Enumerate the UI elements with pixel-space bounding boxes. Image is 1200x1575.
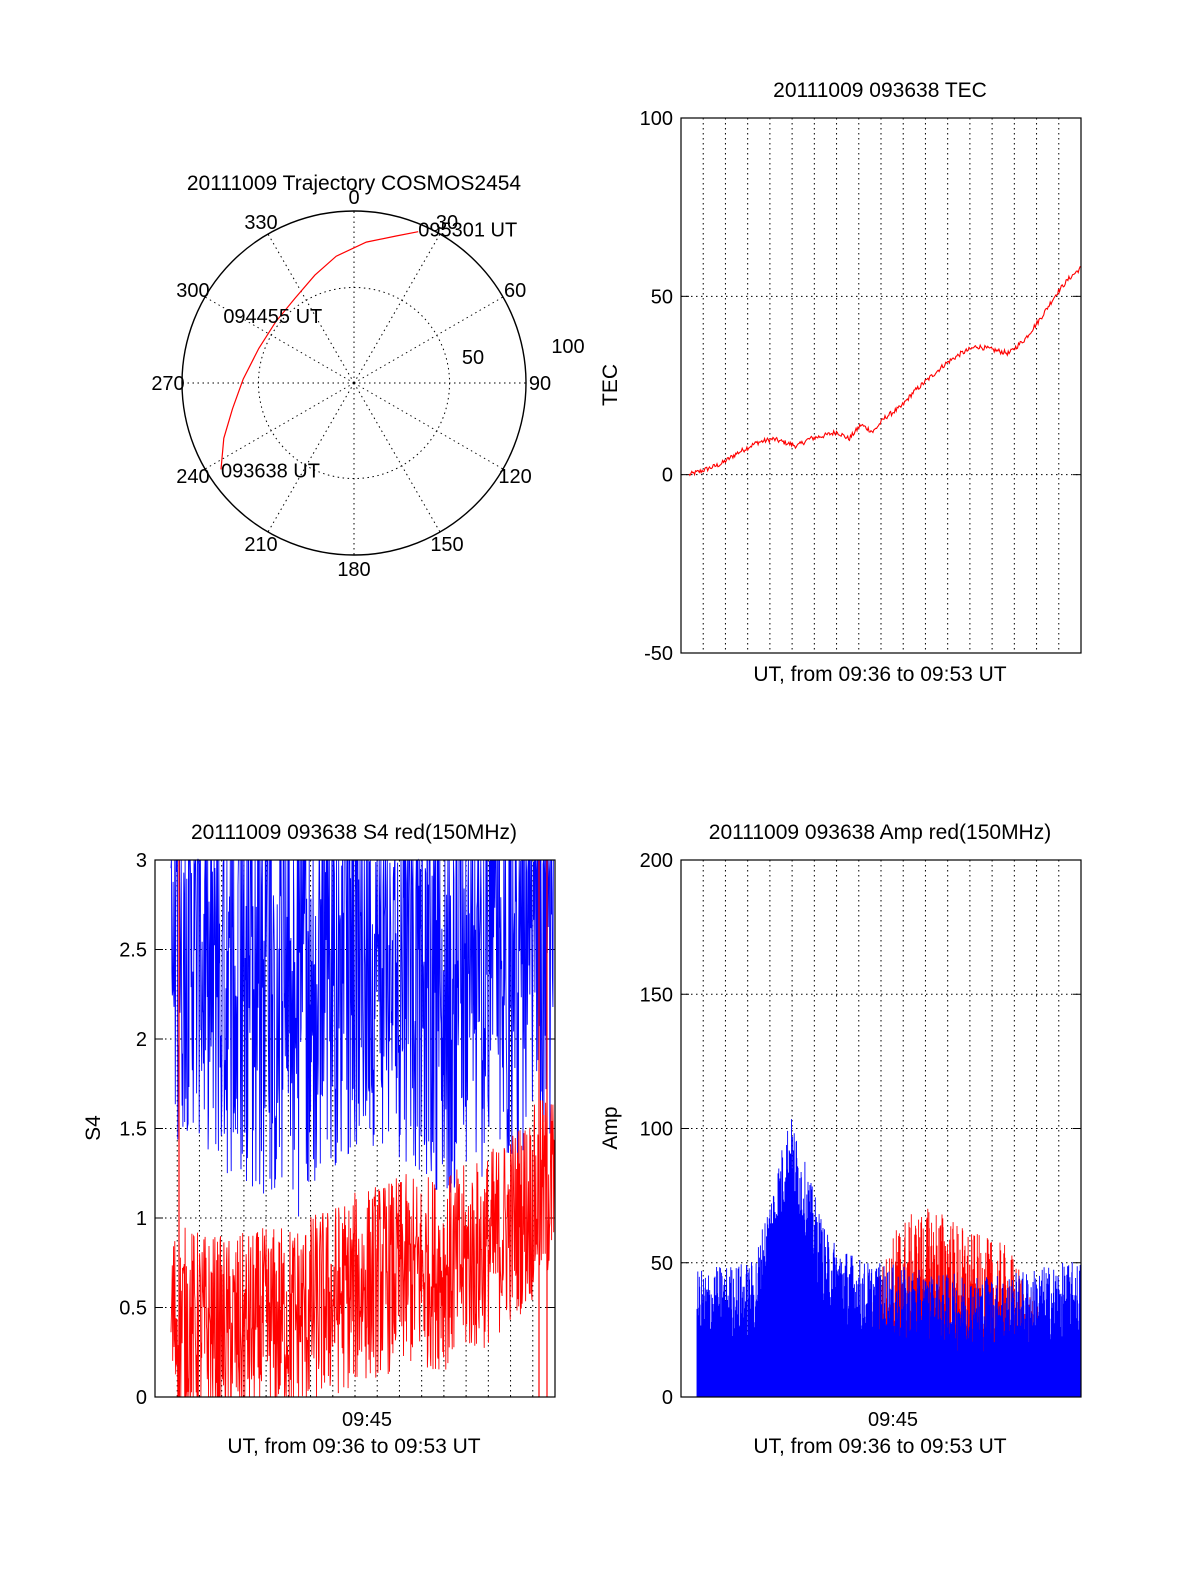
- s4-x-tick-labels: 09:45: [342, 1409, 392, 1431]
- amp-y-axis-label: Amp: [599, 1106, 622, 1149]
- y-tick-label: 100: [640, 1119, 673, 1141]
- s4-y-axis-label: S4: [82, 1115, 105, 1141]
- polar-spoke: [204, 382, 355, 470]
- trajectory-line: [220, 231, 419, 470]
- amp-grid: [681, 859, 1081, 1398]
- y-tick-label: 3: [136, 850, 147, 872]
- s4-series: [170, 858, 556, 1398]
- tec-x-axis-label: UT, from 09:36 to 09:53 UT: [753, 663, 1006, 686]
- polar-spoke: [204, 296, 355, 384]
- s4-line: [170, 1100, 556, 1398]
- s4-y-tick-labels: 0 0.5 1 1.5 2 2.5 3: [119, 850, 147, 1409]
- polar-spoke: [353, 382, 441, 533]
- tec-line: [688, 265, 1082, 477]
- trajectory-annotation: 094455 UT: [223, 306, 322, 328]
- amp-x-axis-label: UT, from 09:36 to 09:53 UT: [753, 1435, 1006, 1458]
- azimuth-label: 90: [529, 373, 551, 395]
- amp-series: [696, 1119, 1082, 1397]
- amp-frame: [680, 859, 1082, 1398]
- polar-spoke: [267, 233, 355, 384]
- tec-y-tick-labels: -50 0 50 100: [640, 108, 673, 665]
- polar-outer-circle: [181, 210, 527, 556]
- y-tick-label: 50: [651, 286, 673, 308]
- azimuth-label: 270: [151, 373, 184, 395]
- s4-x-axis-label: UT, from 09:36 to 09:53 UT: [227, 1435, 480, 1458]
- polar-spoke: [353, 233, 441, 384]
- amp-title: 20111009 093638 Amp red(150MHz): [709, 821, 1051, 844]
- trajectory-polar-plot: 20111009 Trajectory COSMOS2454 0 30 60 90 12…: [151, 172, 584, 581]
- tec-plot: 20111009 093638 TEC -50 0 50 100 UT, from 0…: [599, 79, 1082, 686]
- s4-frame: [154, 859, 556, 1398]
- tec-frame: [680, 117, 1082, 654]
- azimuth-label: 210: [244, 534, 277, 556]
- polar-spoke: [267, 382, 355, 533]
- y-tick-label: 0: [136, 1387, 147, 1409]
- amp-x-tick-labels: 09:45: [868, 1409, 918, 1431]
- polar-radial-labels: 50 100: [462, 336, 585, 369]
- tec-y-axis-label: TEC: [599, 364, 622, 406]
- polar-spoke: [353, 382, 504, 470]
- y-tick-label: -50: [644, 643, 673, 665]
- x-tick-label: 09:45: [342, 1409, 392, 1431]
- tec-title: 20111009 093638 TEC: [773, 79, 987, 102]
- x-tick-label: 09:45: [868, 1409, 918, 1431]
- y-tick-label: 200: [640, 850, 673, 872]
- azimuth-label: 0: [348, 187, 359, 209]
- y-tick-label: 0.5: [119, 1298, 147, 1320]
- y-tick-label: 50: [651, 1253, 673, 1275]
- s4-line: [170, 858, 555, 1217]
- amp-line: [696, 1119, 1082, 1397]
- azimuth-label: 150: [430, 534, 463, 556]
- polar-spoke: [353, 296, 504, 384]
- tec-series: [688, 265, 1082, 477]
- s4-plot: 20111009 093638 S4 red(150MHz) 0 0.5 1 1.5 2…: [82, 821, 556, 1458]
- azimuth-label: 180: [337, 559, 370, 581]
- azimuth-label: 330: [244, 212, 277, 234]
- y-tick-label: 150: [640, 984, 673, 1006]
- trajectory-annotation: 095301 UT: [418, 220, 517, 242]
- y-tick-label: 0: [662, 1387, 673, 1409]
- azimuth-label: 60: [504, 280, 526, 302]
- amp-plot: 20111009 093638 Amp red(150MHz) 0 50 100 15…: [599, 821, 1082, 1458]
- y-tick-label: 0: [662, 465, 673, 487]
- s4-title: 20111009 093638 S4 red(150MHz): [191, 821, 517, 844]
- trajectory-annotation: 093638 UT: [221, 460, 320, 482]
- radial-label: 100: [551, 336, 584, 358]
- azimuth-label: 120: [498, 466, 531, 488]
- tec-grid: [681, 117, 1081, 654]
- azimuth-label: 30: [436, 212, 458, 234]
- radial-label: 50: [462, 347, 484, 369]
- trajectory-title: 20111009 Trajectory COSMOS2454: [187, 172, 522, 195]
- y-tick-label: 100: [640, 108, 673, 130]
- amp-y-tick-labels: 0 50 100 150 200: [640, 850, 673, 1409]
- y-tick-label: 1: [136, 1208, 147, 1230]
- y-tick-label: 1.5: [119, 1119, 147, 1141]
- y-tick-label: 2.5: [119, 940, 147, 962]
- polar-grid: [181, 210, 527, 556]
- azimuth-label: 240: [176, 466, 209, 488]
- azimuth-label: 300: [176, 280, 209, 302]
- y-tick-label: 2: [136, 1029, 147, 1051]
- trajectory-annotations: 095301 UT 094455 UT 093638 UT: [221, 220, 517, 483]
- polar-azimuth-labels: 0 30 60 90 120 150 180 210 240 270 300 330: [151, 187, 551, 581]
